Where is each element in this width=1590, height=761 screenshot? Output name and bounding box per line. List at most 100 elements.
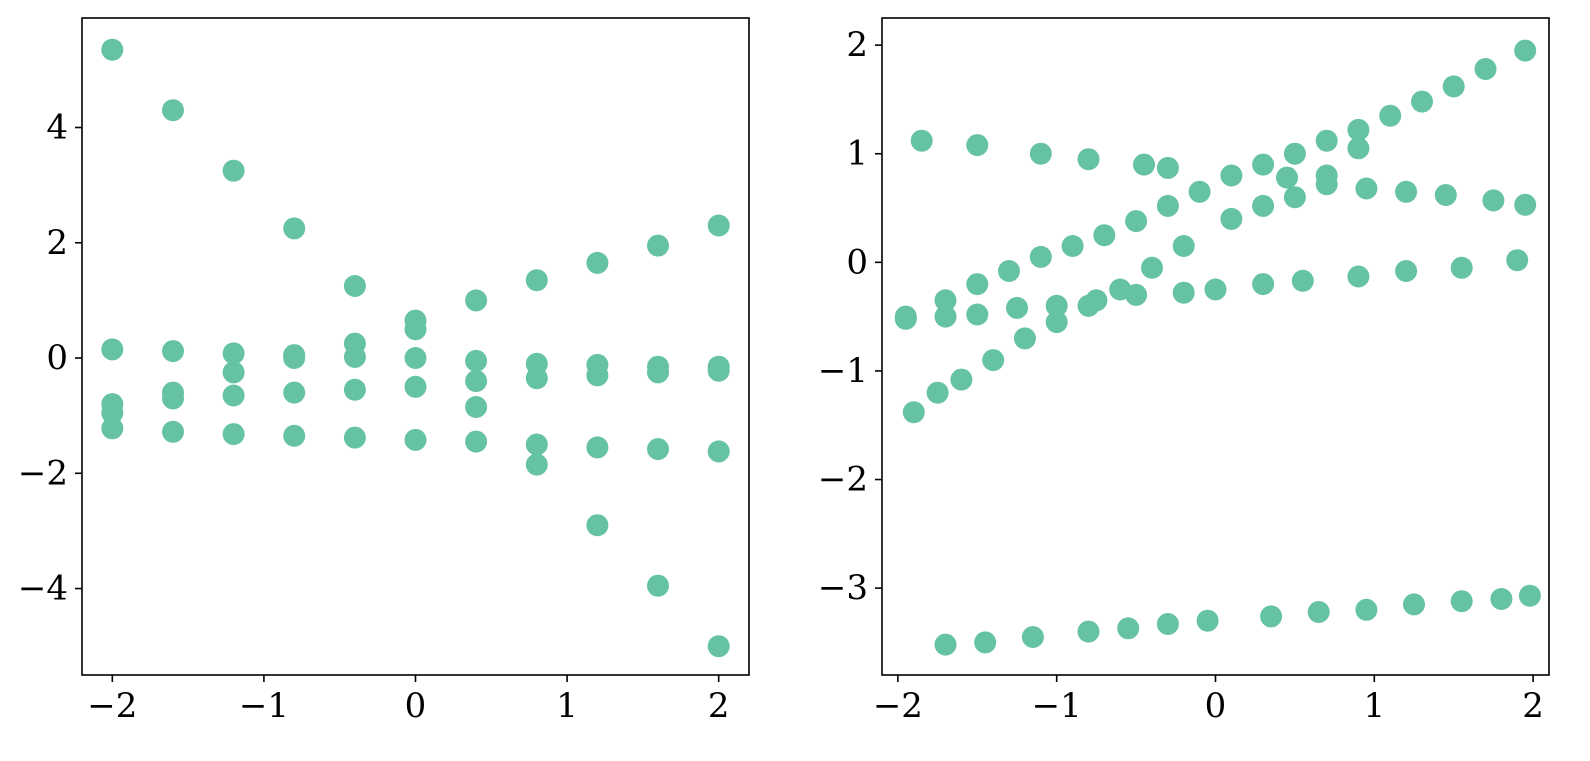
data-point bbox=[1021, 626, 1044, 648]
data-point bbox=[1077, 148, 1100, 171]
data-point bbox=[1133, 153, 1155, 176]
data-point bbox=[1474, 58, 1497, 80]
data-point bbox=[966, 134, 989, 157]
data-point bbox=[101, 38, 124, 61]
data-point bbox=[998, 260, 1020, 282]
data-point bbox=[1252, 194, 1275, 217]
data-point bbox=[1029, 245, 1052, 268]
data-point bbox=[162, 340, 184, 363]
y-tick-label: 2 bbox=[46, 223, 68, 263]
data-point bbox=[1347, 118, 1370, 141]
data-point bbox=[404, 347, 427, 369]
data-point bbox=[1291, 269, 1314, 292]
data-point bbox=[343, 345, 366, 368]
data-point bbox=[647, 438, 669, 461]
data-point bbox=[1204, 278, 1227, 301]
data-point bbox=[222, 384, 245, 407]
data-point bbox=[162, 420, 184, 443]
data-point bbox=[934, 305, 957, 328]
x-tick-label: 2 bbox=[1522, 686, 1544, 726]
x-tick-label: 2 bbox=[708, 686, 730, 726]
x-tick-label: −2 bbox=[87, 686, 137, 726]
data-point bbox=[465, 396, 488, 418]
data-point bbox=[1077, 620, 1100, 643]
data-point bbox=[974, 631, 997, 654]
data-point bbox=[1482, 189, 1505, 212]
data-point bbox=[404, 375, 427, 398]
data-point bbox=[707, 214, 730, 237]
data-point bbox=[1156, 613, 1179, 635]
data-point bbox=[222, 159, 245, 182]
data-point bbox=[1013, 327, 1036, 350]
y-tick-label: −2 bbox=[818, 460, 868, 500]
data-point bbox=[1434, 184, 1457, 206]
data-point bbox=[586, 364, 609, 387]
data-point bbox=[1347, 265, 1370, 288]
data-point bbox=[1196, 609, 1219, 632]
data-point bbox=[1450, 590, 1473, 613]
x-tick-label: −1 bbox=[239, 686, 289, 726]
data-point bbox=[1220, 164, 1243, 187]
data-point bbox=[1403, 593, 1425, 616]
x-tick-label: 0 bbox=[405, 686, 427, 726]
data-point bbox=[283, 381, 306, 404]
y-tick-label: −1 bbox=[818, 351, 868, 391]
x-tick-label: 1 bbox=[1363, 686, 1385, 726]
data-point bbox=[1315, 129, 1338, 152]
data-point bbox=[1085, 289, 1108, 312]
data-point bbox=[1220, 207, 1243, 230]
data-point bbox=[404, 309, 427, 332]
data-point bbox=[525, 453, 548, 476]
y-tick-label: 0 bbox=[46, 338, 68, 378]
data-point bbox=[222, 342, 245, 365]
data-point bbox=[1156, 194, 1179, 217]
data-point bbox=[1307, 601, 1330, 623]
data-point bbox=[1172, 235, 1195, 257]
data-point bbox=[1379, 104, 1402, 127]
data-point bbox=[283, 344, 306, 367]
scatter-points bbox=[894, 39, 1541, 656]
data-point bbox=[894, 307, 917, 330]
data-point bbox=[707, 635, 730, 658]
y-tick-label: 2 bbox=[846, 25, 868, 65]
data-point bbox=[1125, 210, 1148, 233]
scatter-points bbox=[101, 38, 730, 658]
data-point bbox=[1347, 137, 1370, 160]
x-tick-label: −1 bbox=[1032, 686, 1082, 726]
data-point bbox=[647, 361, 669, 384]
data-point bbox=[1411, 90, 1433, 113]
y-tick-label: 0 bbox=[846, 242, 868, 282]
data-point bbox=[1514, 39, 1537, 62]
data-point bbox=[465, 349, 488, 372]
x-tick-label: 0 bbox=[1205, 686, 1227, 726]
data-point bbox=[465, 430, 488, 453]
data-point bbox=[647, 234, 669, 257]
data-point bbox=[1188, 180, 1211, 203]
data-point bbox=[586, 436, 609, 459]
data-point bbox=[283, 424, 306, 447]
data-point bbox=[1518, 584, 1541, 607]
data-point bbox=[465, 289, 488, 312]
data-point bbox=[1514, 193, 1537, 216]
data-point bbox=[525, 433, 548, 456]
data-point bbox=[966, 273, 989, 296]
data-point bbox=[404, 428, 427, 451]
data-point bbox=[1355, 598, 1378, 621]
y-tick-label: −3 bbox=[818, 568, 868, 608]
data-point bbox=[1045, 294, 1068, 317]
data-point bbox=[283, 217, 306, 240]
data-point bbox=[525, 367, 548, 390]
data-point bbox=[343, 426, 366, 449]
data-point bbox=[1506, 249, 1529, 272]
data-point bbox=[222, 423, 245, 446]
data-point bbox=[934, 289, 957, 312]
axes-frame bbox=[881, 17, 1550, 676]
data-point bbox=[1093, 224, 1116, 247]
y-tick-label: −4 bbox=[18, 569, 68, 609]
data-point bbox=[343, 378, 366, 401]
data-point bbox=[1252, 153, 1275, 176]
data-point bbox=[162, 99, 184, 122]
data-point bbox=[1045, 311, 1068, 334]
data-point bbox=[1395, 180, 1418, 203]
data-point bbox=[1276, 166, 1298, 189]
